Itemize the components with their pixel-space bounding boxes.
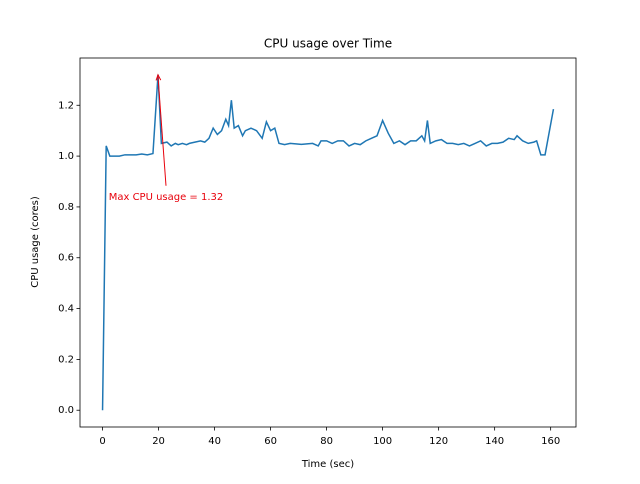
x-tick-label: 160 <box>541 436 560 447</box>
y-tick-label: 1.2 <box>58 100 74 111</box>
x-tick-label: 120 <box>429 436 448 447</box>
x-tick-label: 20 <box>152 436 165 447</box>
y-tick-label: 1.0 <box>58 151 74 162</box>
x-tick-label: 40 <box>208 436 221 447</box>
x-tick-label: 80 <box>320 436 333 447</box>
axes-frame <box>79 57 577 428</box>
y-axis-label: CPU usage (cores) <box>30 196 41 288</box>
chart-title: CPU usage over Time <box>264 37 392 51</box>
x-tick-label: 140 <box>485 436 504 447</box>
annotation-arrowhead <box>155 73 162 81</box>
annotation-text: Max CPU usage = 1.32 <box>109 192 224 203</box>
y-tick-label: 0.8 <box>58 202 74 213</box>
y-tick-label: 0.6 <box>58 253 74 264</box>
x-tick-label: 60 <box>264 436 277 447</box>
annotation-arrow <box>157 76 167 186</box>
x-axis-label: Time (sec) <box>301 459 354 470</box>
y-tick-label: 0.0 <box>58 405 74 416</box>
x-tick-label: 0 <box>99 436 105 447</box>
y-tick-label: 0.4 <box>58 304 74 315</box>
y-tick-label: 0.2 <box>58 354 74 365</box>
line-series <box>101 74 555 411</box>
x-tick-label: 100 <box>373 436 392 447</box>
